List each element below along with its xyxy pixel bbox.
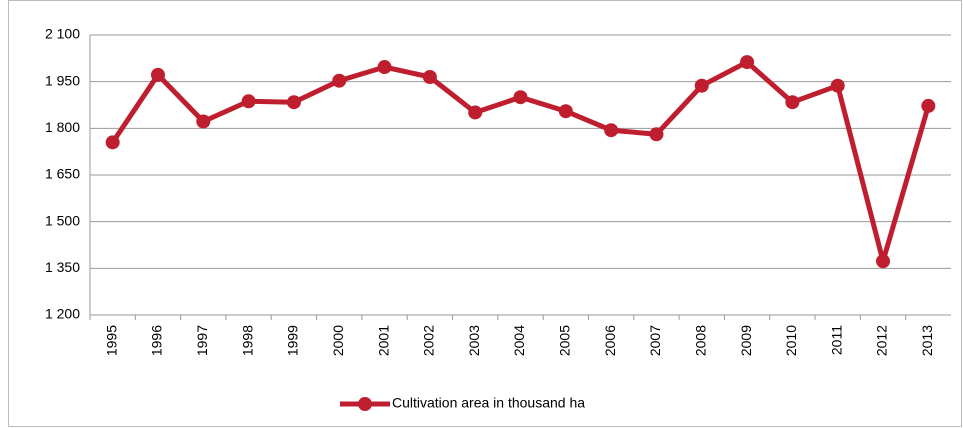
y-tick-label: 1 200 <box>45 306 80 322</box>
y-tick-label: 1 650 <box>45 166 80 182</box>
x-tick-label: 2004 <box>511 325 527 356</box>
data-point <box>513 90 528 105</box>
legend-marker <box>358 397 372 411</box>
x-tick-label: 2005 <box>557 325 573 356</box>
data-point <box>830 78 845 93</box>
data-point <box>785 95 800 110</box>
x-tick-label: 2003 <box>466 325 482 356</box>
data-point <box>649 127 664 142</box>
x-tick-label: 2012 <box>874 325 890 356</box>
x-tick-label: 2008 <box>692 325 708 356</box>
data-point <box>377 60 392 75</box>
x-tick-label: 2006 <box>602 325 618 356</box>
data-point <box>740 55 755 70</box>
x-tick-label: 2002 <box>421 325 437 356</box>
data-point <box>422 70 437 84</box>
chart-frame <box>8 0 962 427</box>
y-tick-label: 1 950 <box>45 72 80 88</box>
x-tick-label: 1998 <box>239 325 255 356</box>
data-point <box>876 254 891 269</box>
legend-label: Cultivation area in thousand ha <box>392 395 585 411</box>
x-tick-label: 1997 <box>194 325 210 356</box>
x-tick-label: 1999 <box>285 325 301 356</box>
x-tick-label: 2000 <box>330 325 346 356</box>
data-point <box>604 123 619 138</box>
data-point <box>468 105 483 120</box>
data-point <box>332 73 347 88</box>
data-point <box>286 95 301 110</box>
data-point <box>694 78 709 93</box>
y-tick-label: 1 350 <box>45 259 80 275</box>
x-tick-label: 2001 <box>375 325 391 356</box>
x-tick-label: 2007 <box>647 325 663 356</box>
x-tick-label: 1995 <box>103 325 119 356</box>
x-tick-label: 2011 <box>828 325 844 355</box>
x-tick-label: 2009 <box>738 325 754 356</box>
data-point <box>241 94 256 109</box>
y-tick-label: 2 100 <box>45 26 80 42</box>
data-point <box>105 135 120 150</box>
x-tick-label: 1996 <box>149 325 165 356</box>
y-tick-label: 1 800 <box>45 119 80 135</box>
x-tick-label: 2013 <box>919 325 935 356</box>
data-point <box>921 98 936 113</box>
y-tick-label: 1 500 <box>45 212 80 228</box>
x-tick-label: 2010 <box>783 325 799 356</box>
data-point <box>196 114 211 129</box>
data-point <box>150 67 165 82</box>
data-point <box>558 104 573 119</box>
